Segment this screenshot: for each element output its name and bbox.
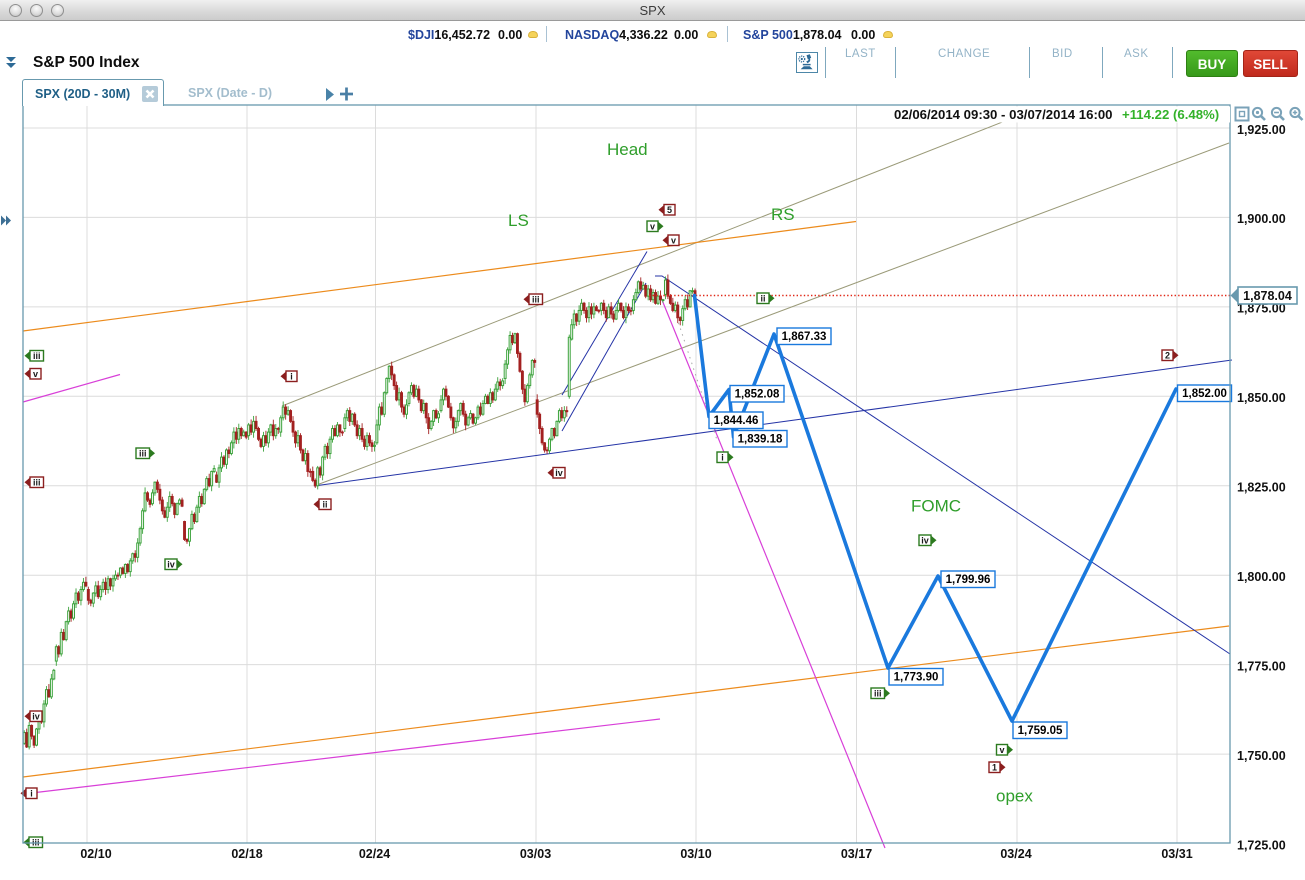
- svg-text:i: i: [721, 453, 724, 463]
- svg-text:03/24: 03/24: [1000, 847, 1031, 861]
- svg-text:RS: RS: [771, 205, 795, 224]
- svg-text:02/18: 02/18: [231, 847, 262, 861]
- svg-text:1,773.90: 1,773.90: [894, 672, 939, 684]
- svg-text:iv: iv: [32, 712, 40, 722]
- svg-text:1,878.04: 1,878.04: [1243, 289, 1292, 303]
- svg-text:02/06/2014 09:30 - 03/07/2014: 02/06/2014 09:30 - 03/07/2014 16:00: [894, 107, 1113, 122]
- svg-text:iv: iv: [555, 468, 563, 478]
- svg-text:1,844.46: 1,844.46: [714, 415, 759, 427]
- svg-text:ii: ii: [760, 294, 765, 304]
- svg-text:03/17: 03/17: [841, 847, 872, 861]
- svg-text:opex: opex: [996, 787, 1033, 806]
- svg-text:1,825.00: 1,825.00: [1237, 481, 1286, 495]
- svg-text:1,867.33: 1,867.33: [782, 331, 827, 343]
- svg-text:FOMC: FOMC: [911, 497, 961, 516]
- svg-text:1,850.00: 1,850.00: [1237, 391, 1286, 405]
- svg-text:1,750.00: 1,750.00: [1237, 749, 1286, 763]
- svg-text:v: v: [650, 222, 655, 232]
- svg-text:iii: iii: [532, 295, 540, 305]
- svg-text:iii: iii: [33, 478, 41, 488]
- svg-text:02/10: 02/10: [80, 847, 111, 861]
- svg-text:ii: ii: [322, 500, 327, 510]
- svg-text:1,875.00: 1,875.00: [1237, 302, 1286, 316]
- svg-text:LS: LS: [508, 211, 529, 230]
- svg-text:03/10: 03/10: [680, 847, 711, 861]
- svg-text:iii: iii: [139, 449, 147, 459]
- svg-text:i: i: [290, 372, 293, 382]
- svg-text:1,839.18: 1,839.18: [738, 434, 783, 446]
- svg-text:1,759.05: 1,759.05: [1018, 725, 1063, 737]
- svg-text:iv: iv: [167, 560, 175, 570]
- svg-text:1,900.00: 1,900.00: [1237, 212, 1286, 226]
- svg-text:i: i: [30, 789, 33, 799]
- svg-text:02/24: 02/24: [359, 847, 390, 861]
- svg-text:iii: iii: [874, 689, 882, 699]
- svg-text:1,800.00: 1,800.00: [1237, 570, 1286, 584]
- svg-text:1,725.00: 1,725.00: [1237, 838, 1286, 852]
- svg-text:1: 1: [992, 763, 997, 773]
- svg-text:iv: iv: [921, 536, 929, 546]
- svg-text:5: 5: [667, 205, 672, 215]
- svg-text:+114.22 (6.48%): +114.22 (6.48%): [1122, 107, 1219, 122]
- svg-text:1,925.00: 1,925.00: [1237, 123, 1286, 137]
- svg-text:03/03: 03/03: [520, 847, 551, 861]
- svg-text:03/31: 03/31: [1161, 847, 1192, 861]
- svg-text:1,775.00: 1,775.00: [1237, 659, 1286, 673]
- svg-text:1,799.96: 1,799.96: [946, 574, 991, 586]
- svg-text:v: v: [671, 236, 676, 246]
- svg-text:v: v: [999, 745, 1004, 755]
- svg-text:1,852.00: 1,852.00: [1182, 388, 1227, 400]
- svg-text:2: 2: [1165, 351, 1170, 361]
- svg-text:1,852.08: 1,852.08: [735, 389, 780, 401]
- svg-text:Head: Head: [607, 140, 648, 159]
- svg-text:v: v: [33, 369, 38, 379]
- svg-text:iii: iii: [33, 351, 41, 361]
